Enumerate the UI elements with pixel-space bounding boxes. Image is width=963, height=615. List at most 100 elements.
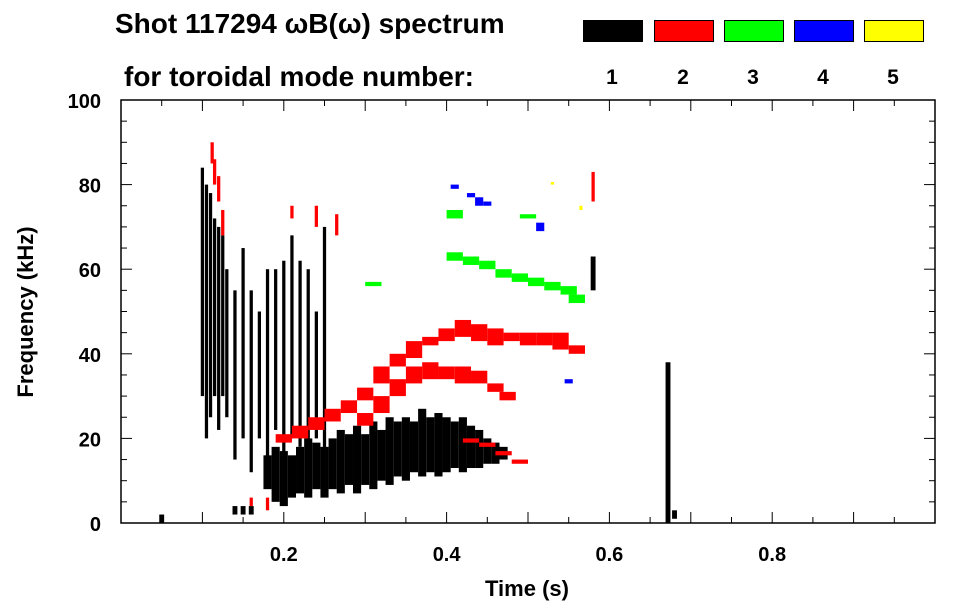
spectrum-mark-mode-3: [446, 252, 463, 261]
legend-swatch-mode-4: [794, 20, 854, 42]
spectrum-mark-mode-1: [672, 510, 677, 519]
spectrum-mark-mode-1: [352, 425, 362, 494]
spectrum-mark-mode-2: [405, 341, 423, 359]
spectrum-mark-mode-1: [265, 269, 270, 460]
spectrum-mark-mode-2: [438, 366, 455, 380]
x-axis-label: Time (s): [485, 576, 569, 601]
spectrum-mark-mode-2: [324, 408, 341, 422]
spectrum-mark-mode-1: [249, 290, 253, 473]
legend-number-3: 3: [747, 66, 759, 89]
spectrum-mark-mode-3: [560, 286, 577, 295]
spectrum-mark-mode-2: [487, 328, 504, 346]
spectrum-mark-mode-5: [579, 205, 583, 210]
spectrum-mark-mode-1: [312, 442, 321, 490]
spectrum-mark-mode-2: [471, 324, 488, 342]
spectrum-mark-mode-2: [210, 142, 214, 164]
spectrum-mark-mode-3: [568, 294, 585, 304]
spectrum-mark-mode-1: [282, 260, 286, 481]
spectrum-mark-mode-1: [221, 235, 225, 397]
spectrum-mark-mode-2: [308, 417, 325, 430]
y-tick-label: 60: [79, 260, 101, 282]
spectrum-mark-mode-4: [466, 193, 476, 198]
spectrum-mark-mode-2: [405, 366, 423, 384]
spectrum-mark-mode-3: [446, 209, 463, 219]
spectrum-mark-mode-2: [422, 362, 439, 380]
spectrum-mark-mode-1: [296, 446, 305, 494]
spectrum-mark-mode-1: [322, 226, 327, 460]
spectrum-mark-mode-3: [511, 273, 528, 282]
spectrum-mark-mode-1: [290, 235, 294, 439]
spectrum-mark-mode-1: [233, 290, 237, 460]
spectrum-mark-mode-1: [306, 269, 310, 460]
spectrum-mark-mode-1: [314, 311, 318, 439]
spectrum-mark-mode-1: [466, 425, 476, 469]
legend-number-4: 4: [817, 66, 829, 89]
chart-title: Shot 117294 ωB(ω) spectrum: [115, 8, 505, 39]
spectrum-mark-mode-1: [336, 429, 345, 494]
spectrum-mark-mode-4: [536, 222, 545, 232]
spectrum-mark-mode-1: [483, 438, 492, 464]
spectrum-mark-mode-2: [314, 205, 318, 227]
y-tick-label: 40: [79, 345, 101, 367]
legend-number-2: 2: [677, 66, 689, 89]
spectrum-mark-mode-1: [320, 446, 329, 498]
spectrum-mark-mode-2: [462, 438, 480, 443]
spectrum-mark-mode-2: [373, 366, 390, 384]
spectrum-mark-mode-2: [495, 451, 512, 456]
spectrum-mark-mode-2: [454, 319, 472, 337]
spectrum-mark-mode-1: [665, 362, 671, 523]
legend-swatch-mode-2: [654, 20, 714, 42]
spectrum-mark-mode-1: [590, 256, 596, 291]
spectrum-mark-mode-5: [550, 182, 555, 185]
spectrum-mark-mode-2: [340, 400, 358, 414]
x-tick-label: 0.6: [595, 544, 623, 566]
spectrum-mark-mode-2: [568, 345, 585, 354]
legend-number-5: 5: [887, 66, 899, 89]
spectrum-mark-mode-1: [442, 417, 451, 473]
x-tick-label: 0.8: [758, 544, 786, 566]
spectrum-mark-mode-1: [304, 438, 313, 498]
spectrum-mark-mode-2: [265, 497, 270, 511]
spectrum-mark-mode-1: [274, 269, 278, 430]
spectrum-mark-mode-1: [409, 421, 419, 473]
spectrum-mark-mode-2: [335, 214, 339, 236]
spectrum-mark-mode-1: [475, 429, 484, 469]
spectrum-mark-mode-4: [483, 201, 492, 206]
x-tick-label: 0.4: [433, 544, 462, 566]
spectrum-marks: [159, 142, 677, 523]
spectrum-mark-mode-2: [212, 159, 217, 185]
spectrum-mark-mode-2: [290, 205, 294, 219]
spectrum-mark-mode-4: [564, 379, 573, 384]
spectrum-mark-mode-1: [458, 417, 467, 473]
spectrum-mark-mode-2: [389, 353, 406, 367]
spectrum-mark-mode-1: [240, 506, 246, 515]
x-tick-label: 0.2: [270, 544, 298, 566]
spectrum-mark-mode-2: [536, 332, 553, 346]
spectrum-mark-mode-1: [401, 417, 410, 481]
spectrum-mark-mode-1: [248, 506, 254, 515]
spectrum-mark-mode-2: [454, 366, 472, 384]
spectrum-mark-mode-2: [471, 370, 488, 384]
spectrum-mark-mode-3: [495, 269, 512, 278]
spectrum-mark-mode-3: [479, 260, 496, 270]
spectrum-mark-mode-2: [499, 391, 516, 401]
y-tick-label: 0: [90, 514, 101, 536]
spectrum-mark-mode-3: [544, 281, 561, 291]
spectrum-mark-mode-2: [511, 459, 528, 464]
spectrum-mark-mode-3: [462, 256, 480, 265]
spectrum-mark-mode-1: [298, 260, 302, 447]
spectrum-mark-mode-1: [344, 434, 353, 485]
spectrum-mark-mode-2: [438, 328, 455, 342]
spectrum-mark-mode-2: [249, 497, 253, 507]
spectrum-mark-mode-2: [519, 332, 537, 346]
y-tick-label: 100: [68, 91, 101, 113]
spectrum-mark-mode-1: [361, 434, 370, 485]
spectrum-mark-mode-1: [208, 193, 213, 418]
y-tick-label: 20: [79, 429, 101, 451]
spectrum-mark-mode-2: [552, 332, 569, 350]
legend-swatch-mode-3: [724, 20, 784, 42]
spectrum-mark-mode-1: [434, 413, 443, 477]
spectrum-mark-mode-1: [204, 184, 209, 439]
legend-swatch-mode-1: [583, 20, 643, 42]
spectrum-mark-mode-2: [503, 332, 520, 342]
